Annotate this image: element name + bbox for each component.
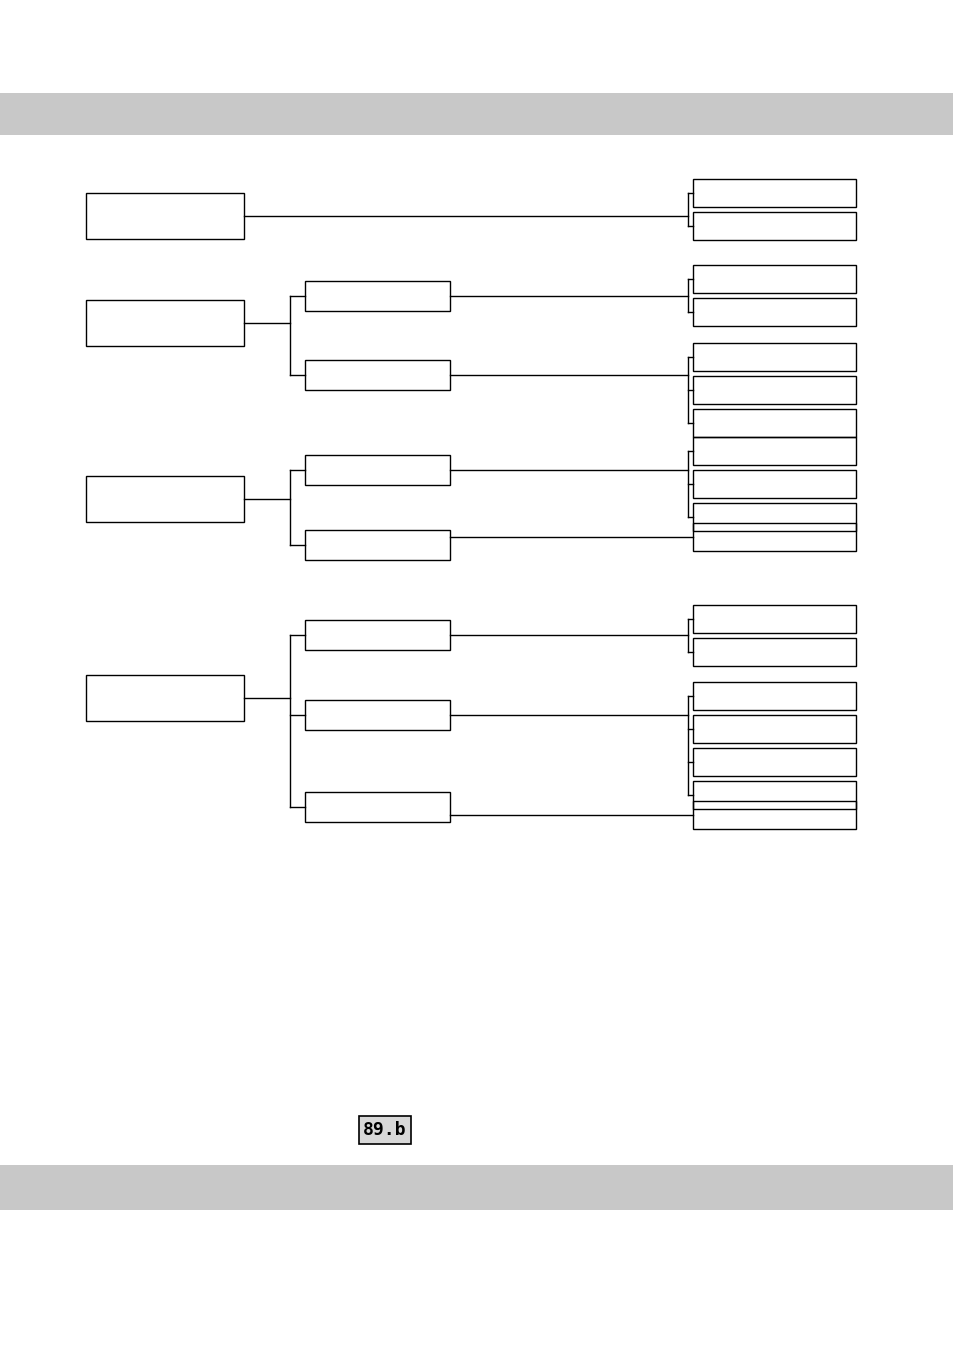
Bar [305, 792, 450, 822]
Bar [86, 477, 244, 522]
Bar [692, 377, 855, 404]
Bar [692, 504, 855, 531]
Bar [0, 1165, 953, 1210]
Bar [692, 522, 855, 551]
Bar [86, 675, 244, 721]
Bar [692, 801, 855, 829]
Bar [692, 605, 855, 633]
Text: 89.b: 89.b [363, 1120, 406, 1139]
Bar [305, 620, 450, 649]
Bar [692, 437, 855, 464]
Bar [305, 701, 450, 730]
Bar [305, 281, 450, 311]
Bar [692, 265, 855, 293]
Bar [86, 300, 244, 346]
Bar [692, 682, 855, 710]
Bar [305, 360, 450, 390]
Bar [692, 298, 855, 325]
Bar [692, 748, 855, 776]
Bar [692, 639, 855, 666]
Bar [86, 193, 244, 239]
Bar [692, 782, 855, 809]
Bar [305, 531, 450, 560]
Bar [692, 470, 855, 498]
Bar [692, 343, 855, 371]
Bar [305, 455, 450, 485]
Bar [692, 716, 855, 742]
Bar [0, 93, 953, 135]
Bar [692, 180, 855, 207]
Bar [692, 212, 855, 240]
Bar [692, 409, 855, 437]
